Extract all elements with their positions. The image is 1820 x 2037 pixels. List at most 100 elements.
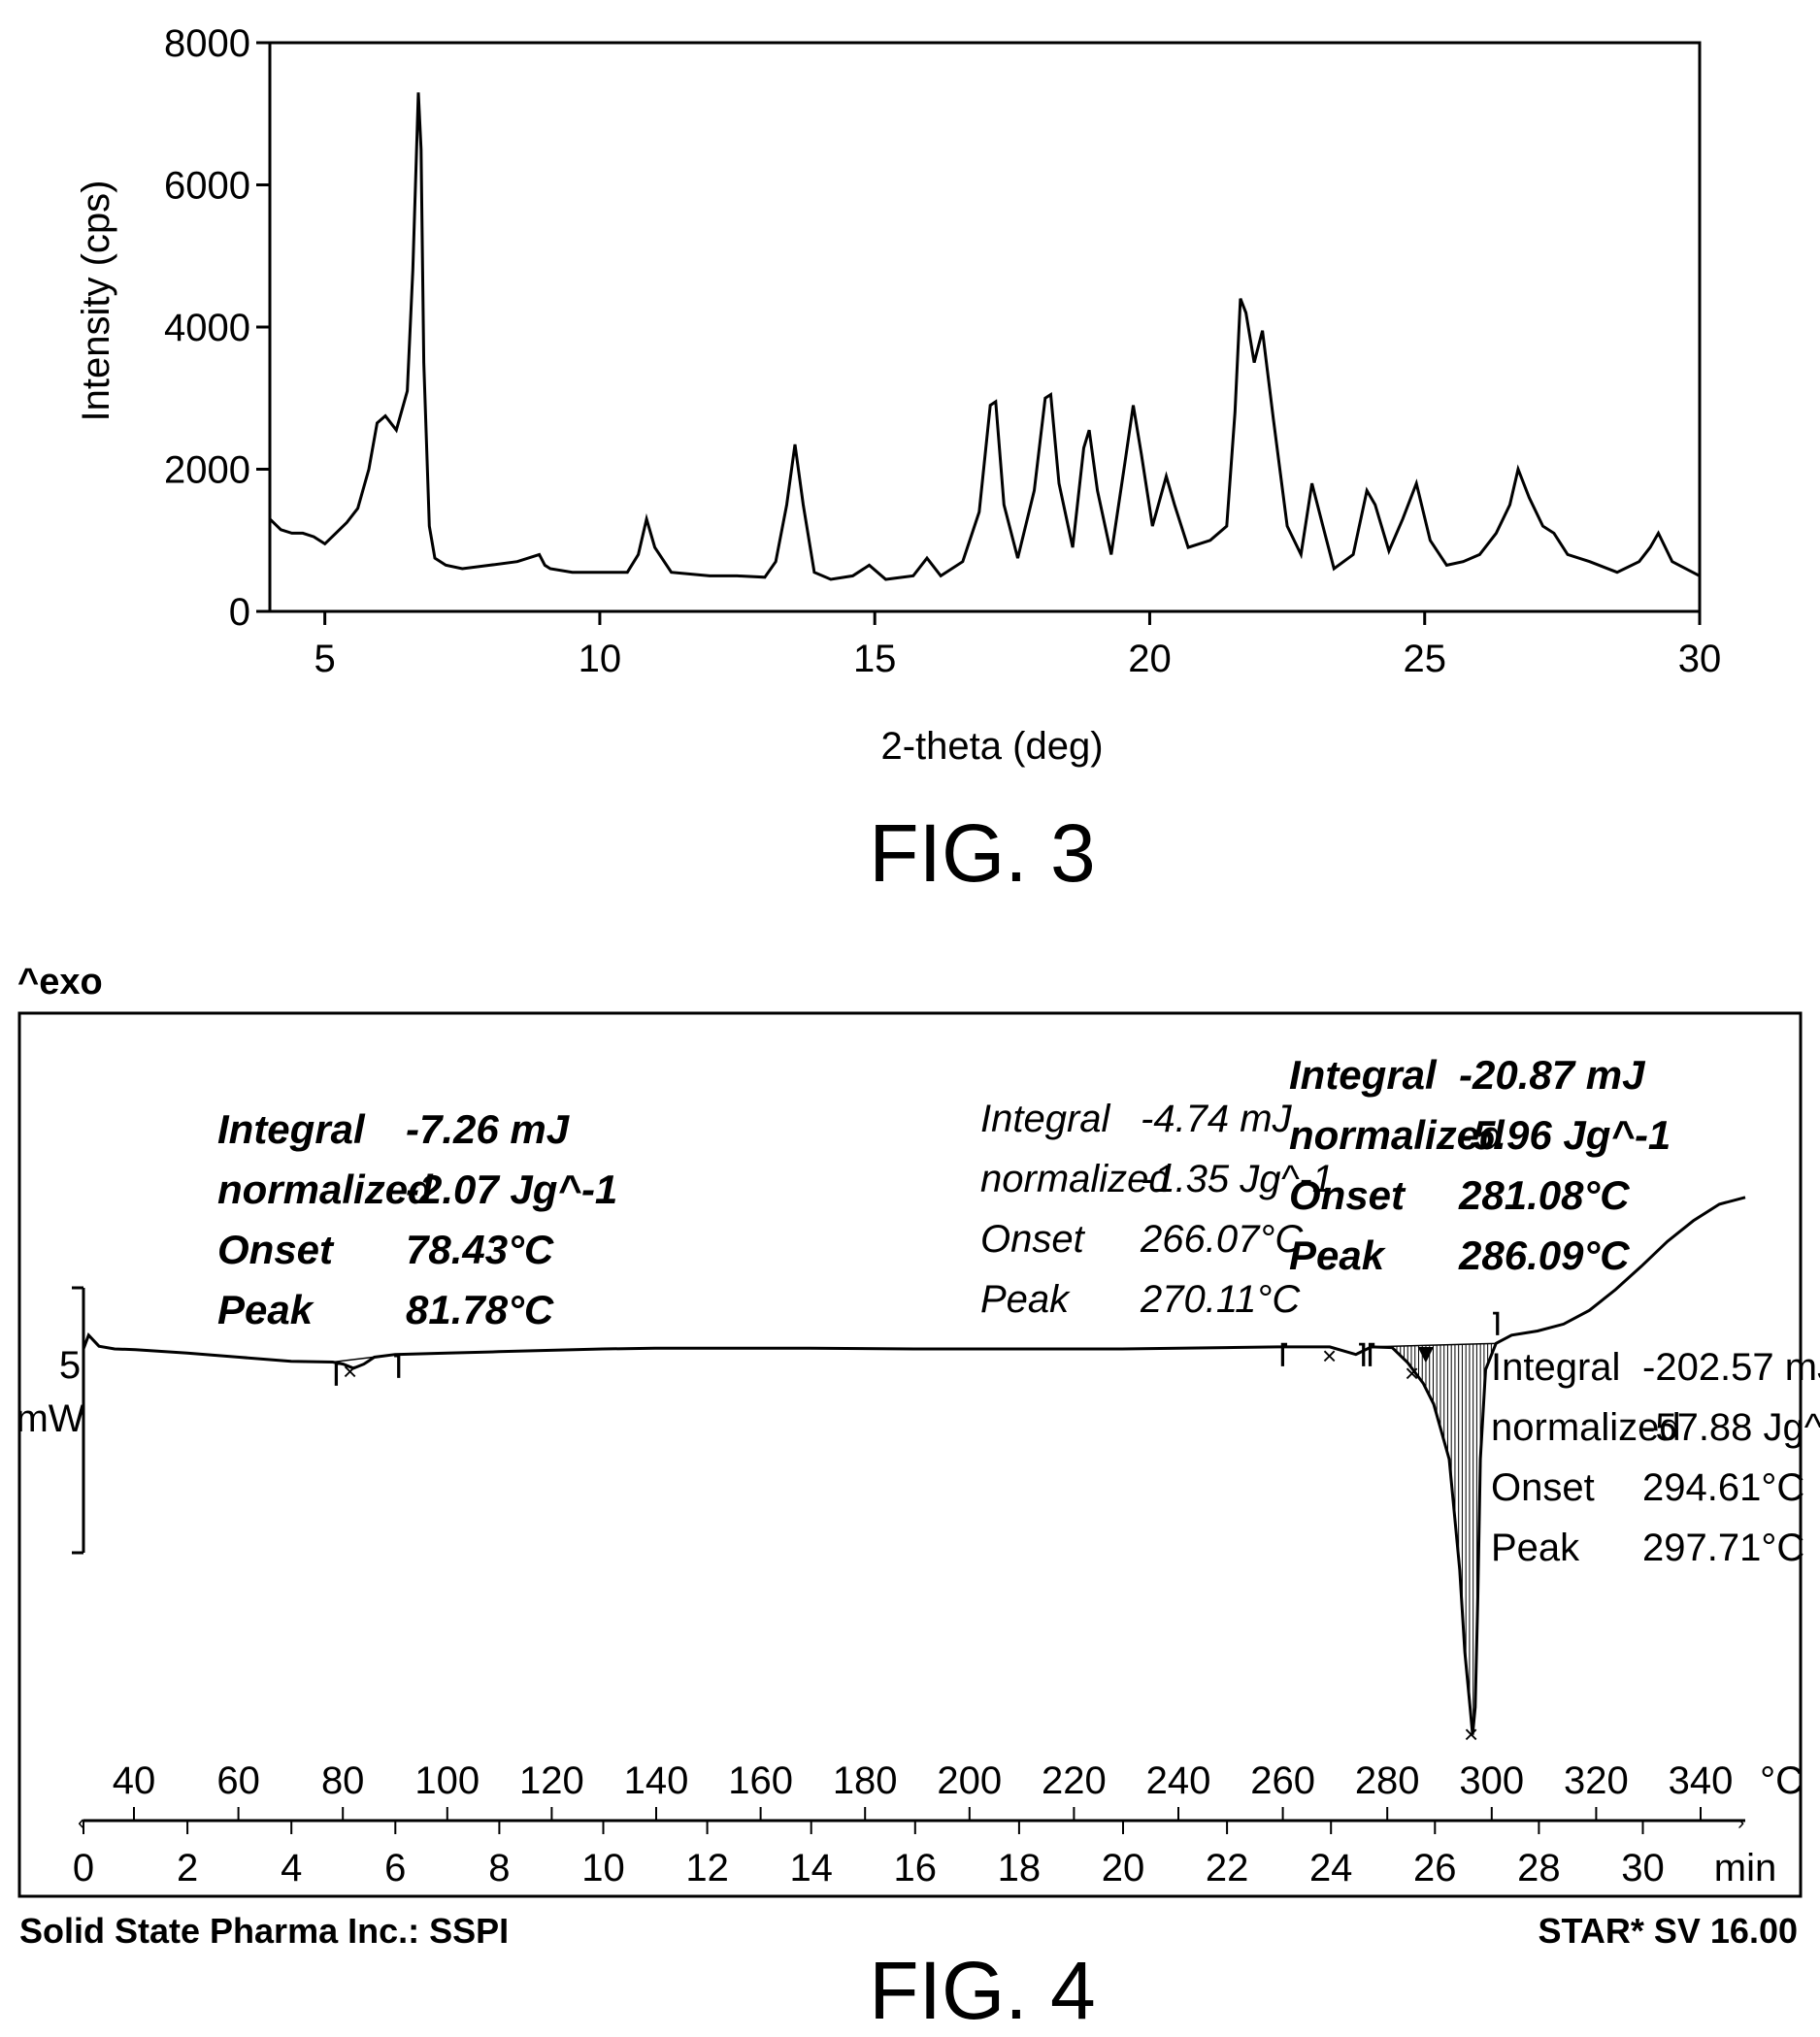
temp-tick-label: 340 xyxy=(1669,1759,1734,1802)
y-tick-label: 4000 xyxy=(164,307,250,349)
time-tick-label: 28 xyxy=(1517,1847,1561,1889)
axis-left-arrow: ‹ xyxy=(78,1810,84,1834)
time-tick-label: 2 xyxy=(177,1847,198,1889)
annotation-label: normalized xyxy=(1289,1112,1506,1158)
annotation-value: 286.09°C xyxy=(1458,1232,1630,1278)
annotation-block-4: Integral -202.57 mJ normalized-57.88 Jg^-… xyxy=(1491,1346,1820,1569)
x-tick-label: 25 xyxy=(1403,638,1446,680)
temp-tick-label: 240 xyxy=(1146,1759,1211,1802)
annotation-value: 294.61°C xyxy=(1642,1466,1804,1509)
x-tick-label: 5 xyxy=(314,638,336,680)
annotation-label: Integral xyxy=(217,1106,366,1152)
annotation-label: Integral xyxy=(1289,1052,1438,1098)
temp-tick-label: 100 xyxy=(414,1759,480,1802)
peak4-cross-marker: × xyxy=(1464,1720,1478,1749)
annotation-label: Peak xyxy=(217,1287,315,1332)
annotation-value: 266.07°C xyxy=(1140,1218,1304,1261)
y-tick-label: 0 xyxy=(229,591,250,634)
temp-tick-label: 260 xyxy=(1250,1759,1315,1802)
time-unit-label: min xyxy=(1714,1847,1776,1889)
mw-scale-bar: 5 mW xyxy=(16,1286,85,1555)
temp-tick-label: 40 xyxy=(113,1759,156,1802)
annotation-label: Peak xyxy=(1491,1527,1580,1569)
temp-tick-label: 280 xyxy=(1355,1759,1420,1802)
annotation-label: Integral xyxy=(1491,1346,1620,1389)
fig4-chart: ^exo 5 mW ⌈ ⌉ ⌈ ⌉⌈ ⌉ × × × ▼ × Integra xyxy=(16,962,1820,1898)
time-tick-label: 22 xyxy=(1206,1847,1249,1889)
annotation-value: 281.08°C xyxy=(1458,1172,1630,1218)
time-tick-label: 10 xyxy=(581,1847,625,1889)
fig3-chart: 0 2000 4000 6000 8000 5 10 15 20 25 30 Intensity … xyxy=(75,22,1721,899)
time-tick-label: 8 xyxy=(488,1847,510,1889)
annotation-value: 81.78°C xyxy=(406,1287,554,1332)
scale-bar-value: 5 xyxy=(59,1344,81,1387)
x-tick-label: 15 xyxy=(853,638,897,680)
annotation-label: normalized xyxy=(217,1166,434,1212)
temp-tick-label: 220 xyxy=(1042,1759,1107,1802)
annotation-label: Onset xyxy=(1289,1172,1406,1218)
annotation-value: -2.07 Jg^-1 xyxy=(406,1166,617,1212)
y-tick-label: 8000 xyxy=(164,22,250,65)
peak3-cross-marker: × xyxy=(1405,1359,1419,1388)
annotation-label: Peak xyxy=(1289,1232,1387,1278)
y-tick-label: 6000 xyxy=(164,165,250,208)
annotation-value: -7.26 mJ xyxy=(406,1106,571,1152)
temp-tick-label: 160 xyxy=(728,1759,793,1802)
annotation-label: Integral xyxy=(980,1098,1111,1140)
annotation-block-1: Integral -7.26 mJ normalized-2.07 Jg^-1 On… xyxy=(217,1106,617,1332)
axis-right-arrow: › xyxy=(1737,1810,1744,1834)
time-tick-label: 20 xyxy=(1102,1847,1145,1889)
annotation-block-3: Integral -20.87 mJ normalized-5.96 Jg^-1 O… xyxy=(1289,1052,1671,1278)
time-tick-label: 14 xyxy=(789,1847,833,1889)
temp-tick-label: 60 xyxy=(216,1759,260,1802)
peak2-cross-marker: × xyxy=(1322,1341,1337,1370)
time-axis: 0 2 4 6 8 10 12 14 16 18 20 22 24 26 28 30 min xyxy=(73,1821,1776,1889)
fig3-y-axis-title: Intensity (cps) xyxy=(75,181,117,422)
temp-unit-label: °C xyxy=(1760,1759,1803,1802)
x-tick-label: 20 xyxy=(1128,638,1172,680)
time-tick-label: 6 xyxy=(384,1847,406,1889)
annotation-label: Onset xyxy=(980,1218,1086,1261)
fig3-x-axis: 5 10 15 20 25 30 xyxy=(314,611,1722,680)
annotation-label: Peak xyxy=(980,1278,1071,1321)
y-tick-label: 2000 xyxy=(164,449,250,492)
time-tick-label: 30 xyxy=(1621,1847,1665,1889)
temp-tick-label: 200 xyxy=(937,1759,1002,1802)
x-tick-label: 10 xyxy=(579,638,622,680)
annotation-label: normalized xyxy=(1491,1406,1681,1449)
time-tick-label: 16 xyxy=(894,1847,938,1889)
time-tick-label: 4 xyxy=(281,1847,302,1889)
annotation-block-2: Integral -4.74 mJ normalized-1.35 Jg^-1 On… xyxy=(980,1098,1334,1321)
peak3-arrow-marker: ▼ xyxy=(1412,1338,1439,1368)
limit-marker-1: ⌈ xyxy=(333,1359,343,1388)
fig4-caption: FIG. 4 xyxy=(869,1945,1095,2036)
time-tick-label: 12 xyxy=(685,1847,729,1889)
limit-marker-2: ⌉ xyxy=(392,1351,402,1380)
annotation-value: 297.71°C xyxy=(1642,1527,1804,1569)
temp-tick-label: 320 xyxy=(1564,1759,1629,1802)
annotation-value: -5.96 Jg^-1 xyxy=(1459,1112,1671,1158)
fig3-xrd-pattern-line xyxy=(268,92,1701,581)
peak-annotations: Integral -7.26 mJ normalized-2.07 Jg^-1On… xyxy=(217,1052,1820,1569)
time-tick-label: 18 xyxy=(998,1847,1042,1889)
limit-marker-4: ⌉⌈ xyxy=(1357,1339,1376,1368)
temp-tick-label: 80 xyxy=(321,1759,365,1802)
annotation-value: -4.74 mJ xyxy=(1141,1098,1293,1140)
fig4-plot-frame xyxy=(17,1011,1803,1898)
footer-software: STAR* SV 16.00 xyxy=(1539,1911,1798,1951)
annotation-label: Onset xyxy=(1491,1466,1595,1509)
peak1-cross-marker: × xyxy=(343,1357,357,1386)
x-tick-label: 30 xyxy=(1678,638,1722,680)
limit-marker-5: ⌉ xyxy=(1491,1308,1501,1337)
time-tick-label: 0 xyxy=(73,1847,94,1889)
fig3-plot-frame xyxy=(268,41,1702,613)
time-tick-label: 24 xyxy=(1309,1847,1353,1889)
annotation-label: Onset xyxy=(217,1227,335,1272)
fig3-caption: FIG. 3 xyxy=(869,807,1095,899)
integration-limit-markers: ⌈ ⌉ ⌈ ⌉⌈ ⌉ × × × ▼ × xyxy=(333,1308,1501,1749)
time-tick-label: 26 xyxy=(1413,1847,1457,1889)
annotation-value: 78.43°C xyxy=(406,1227,554,1272)
annotation-value: -202.57 mJ xyxy=(1642,1346,1820,1389)
annotation-value: 270.11°C xyxy=(1140,1278,1301,1321)
fig4-dsc-curve-line xyxy=(82,1196,1746,1735)
